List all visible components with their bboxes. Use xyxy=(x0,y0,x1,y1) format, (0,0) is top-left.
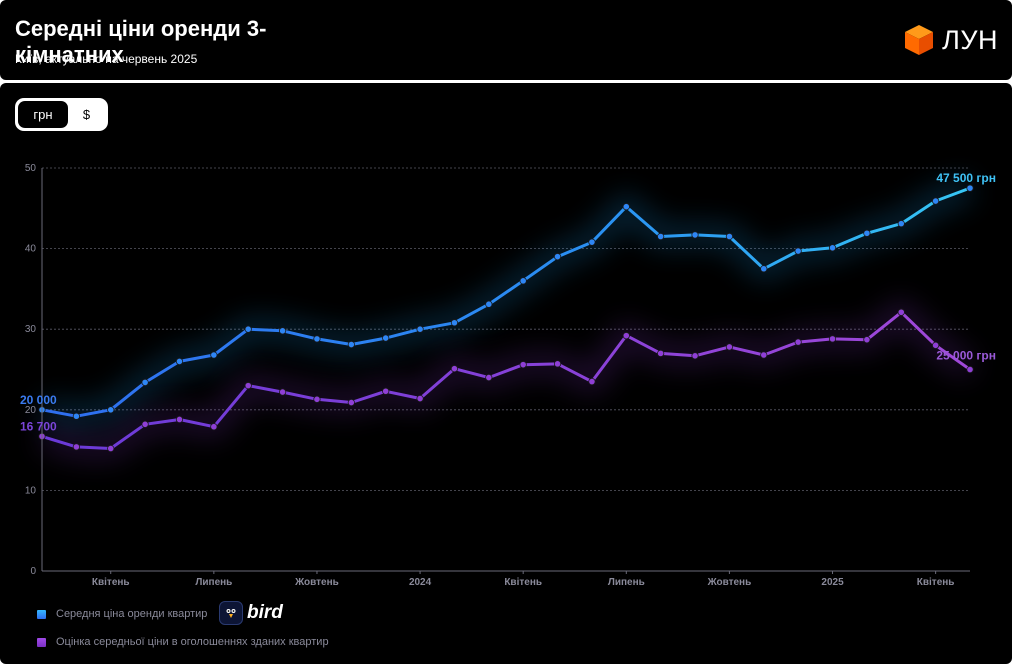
x-tick-label: Жовтень xyxy=(294,577,339,588)
data-point xyxy=(897,220,905,228)
data-point xyxy=(691,352,699,360)
series-end-label: 25 000 грн xyxy=(936,349,996,363)
legend-item-series-1[interactable]: Середня ціна оренди квартир xyxy=(37,608,207,620)
legend-item-series-2[interactable]: Оцінка середньої ціни в оголошеннях здан… xyxy=(37,636,329,648)
currency-toggle[interactable]: грн $ xyxy=(15,98,108,131)
data-labels: 20 000 47 500 грн 16 700 25 000 грн xyxy=(20,171,996,433)
x-tick-label: Жовтень xyxy=(707,577,752,588)
data-point xyxy=(72,412,80,420)
series-line-1 xyxy=(41,186,971,418)
data-point xyxy=(313,335,321,343)
x-tick-label: 2024 xyxy=(409,577,432,588)
data-point xyxy=(760,351,768,359)
data-point xyxy=(347,340,355,349)
data-point xyxy=(107,406,115,414)
data-point xyxy=(485,300,493,308)
x-tick-label: Липень xyxy=(195,577,232,588)
x-tick-label: Квітень xyxy=(92,577,130,588)
data-point xyxy=(897,308,905,316)
brand-name: ЛУН xyxy=(942,24,998,55)
y-tick-label: 30 xyxy=(25,324,37,335)
data-point xyxy=(382,334,390,342)
bird-wordmark: bird xyxy=(247,602,283,623)
chart-panel: грн $ 0 10 20 30 40 50 Квітень Липень Жовтень 202… xyxy=(0,83,1012,664)
y-tick-label: 10 xyxy=(25,485,37,496)
page-title: Середні ціни оренди 3-кімнатних xyxy=(15,16,267,67)
data-point xyxy=(210,351,218,359)
data-point xyxy=(725,343,734,351)
series-line-2 xyxy=(41,310,971,450)
series-start-label: 20 000 xyxy=(20,393,57,407)
x-tick-label: Квітень xyxy=(917,577,955,588)
legend-swatch-blue xyxy=(37,609,46,619)
data-point xyxy=(244,325,252,333)
data-point xyxy=(347,398,355,407)
data-point xyxy=(932,197,940,205)
y-tick-label: 50 xyxy=(25,163,37,174)
currency-uah-button[interactable]: грн xyxy=(18,101,68,128)
cube-logo-icon xyxy=(905,25,934,55)
data-point xyxy=(828,244,837,252)
y-tick-label: 40 xyxy=(25,244,37,255)
legend-label: Середня ціна оренди квартир xyxy=(56,608,208,620)
data-point xyxy=(485,373,493,382)
data-point xyxy=(828,335,837,343)
data-point xyxy=(794,338,802,346)
data-point xyxy=(932,341,940,349)
legend-swatch-purple xyxy=(37,637,46,647)
brand-logo[interactable]: ЛУН xyxy=(904,24,998,56)
series-end-label: 47 500 грн xyxy=(936,171,996,185)
data-point xyxy=(863,229,871,237)
data-point xyxy=(416,325,424,333)
data-point xyxy=(519,361,527,369)
data-point xyxy=(175,357,184,366)
data-point xyxy=(313,395,321,403)
data-point xyxy=(382,387,390,395)
bird-icon xyxy=(219,601,243,625)
x-tick-label: Квітень xyxy=(504,577,542,588)
data-point xyxy=(622,332,630,340)
y-tick-label: 20 xyxy=(25,405,37,416)
data-point xyxy=(450,365,459,373)
data-point xyxy=(966,365,974,374)
data-point xyxy=(622,203,630,211)
data-point xyxy=(278,388,287,396)
data-point xyxy=(278,327,287,335)
data-point xyxy=(588,238,596,246)
axes: 0 10 20 30 40 50 Квітень Липень Жовтень 2024 Квіте… xyxy=(25,163,970,588)
data-point xyxy=(691,231,699,239)
data-point xyxy=(657,232,665,241)
data-point xyxy=(519,277,527,285)
x-tick-label: Липень xyxy=(608,577,645,588)
data-point xyxy=(553,253,562,261)
data-point xyxy=(141,420,149,428)
y-tick-label: 0 xyxy=(30,566,36,577)
data-point xyxy=(725,232,734,241)
data-point xyxy=(588,377,596,386)
data-point xyxy=(760,265,768,273)
data-point xyxy=(107,444,115,453)
data-point xyxy=(175,415,184,424)
series-start-label: 16 700 xyxy=(20,419,57,433)
data-point xyxy=(553,360,562,368)
data-point xyxy=(416,394,424,403)
series-lines xyxy=(38,184,974,453)
page-subtitle: Київ, актуально на червень 2025 xyxy=(15,52,198,66)
data-point xyxy=(450,319,459,327)
series-glow-2 xyxy=(38,297,977,460)
data-point xyxy=(72,443,80,451)
bird-attribution[interactable]: bird xyxy=(219,601,283,625)
line-chart: 0 10 20 30 40 50 Квітень Липень Жовтень 2024 Квіте… xyxy=(20,163,996,588)
data-point xyxy=(210,423,218,431)
data-point xyxy=(141,378,149,386)
data-point xyxy=(966,184,974,192)
data-point xyxy=(244,382,252,390)
currency-usd-button[interactable]: $ xyxy=(82,107,91,122)
data-point xyxy=(657,349,665,357)
data-point xyxy=(794,247,802,255)
header: Середні ціни оренди 3-кімнатних Київ, ак… xyxy=(0,0,1012,80)
data-point xyxy=(863,336,871,344)
x-tick-label: 2025 xyxy=(821,577,844,588)
legend-label: Оцінка середньої ціни в оголошеннях здан… xyxy=(56,636,329,648)
